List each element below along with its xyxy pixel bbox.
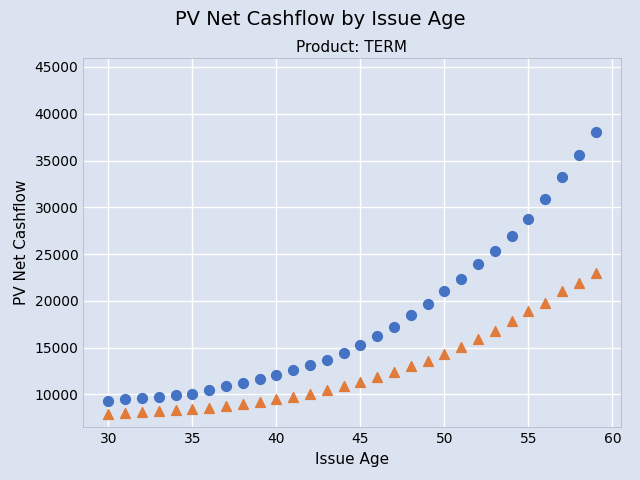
Point <box>221 402 231 410</box>
Point <box>188 405 198 413</box>
Text: PV Net Cashflow by Issue Age: PV Net Cashflow by Issue Age <box>175 10 465 29</box>
Point <box>237 379 248 387</box>
Point <box>221 383 231 390</box>
X-axis label: Issue Age: Issue Age <box>315 452 389 467</box>
Point <box>439 287 449 294</box>
Point <box>154 393 164 401</box>
Point <box>305 361 315 369</box>
Point <box>271 371 282 379</box>
Point <box>322 356 332 364</box>
Point <box>573 279 584 287</box>
Point <box>288 366 298 374</box>
Point <box>154 407 164 415</box>
Point <box>422 357 433 365</box>
Point <box>490 248 500 255</box>
Point <box>288 393 298 401</box>
Point <box>406 311 416 319</box>
Point <box>506 232 516 240</box>
Point <box>540 299 550 307</box>
Point <box>524 215 534 222</box>
Point <box>103 410 113 418</box>
Point <box>439 350 449 358</box>
Point <box>204 404 214 411</box>
Point <box>137 394 147 402</box>
Point <box>406 362 416 370</box>
Point <box>355 378 365 385</box>
Point <box>204 386 214 394</box>
Point <box>255 375 265 383</box>
Point <box>389 323 399 331</box>
Point <box>120 409 131 417</box>
Point <box>271 396 282 403</box>
Point <box>456 276 467 283</box>
Point <box>372 332 382 339</box>
Point <box>540 195 550 203</box>
Point <box>322 386 332 394</box>
Point <box>120 396 131 403</box>
Point <box>524 307 534 315</box>
Point <box>473 261 483 268</box>
Point <box>506 318 516 325</box>
Point <box>188 390 198 397</box>
Point <box>456 343 467 350</box>
Point <box>137 408 147 416</box>
Point <box>557 287 567 294</box>
Title: Product: TERM: Product: TERM <box>296 40 408 55</box>
Point <box>591 269 601 276</box>
Point <box>473 336 483 343</box>
Point <box>103 397 113 405</box>
Point <box>355 341 365 348</box>
Point <box>389 368 399 376</box>
Point <box>339 382 349 390</box>
Point <box>237 400 248 408</box>
Point <box>170 406 180 414</box>
Point <box>255 398 265 406</box>
Point <box>305 390 315 397</box>
Point <box>422 300 433 308</box>
Point <box>339 349 349 357</box>
Point <box>573 151 584 159</box>
Point <box>557 174 567 181</box>
Point <box>170 391 180 399</box>
Y-axis label: PV Net Cashflow: PV Net Cashflow <box>14 180 29 305</box>
Point <box>372 373 382 381</box>
Point <box>591 128 601 135</box>
Point <box>490 327 500 335</box>
